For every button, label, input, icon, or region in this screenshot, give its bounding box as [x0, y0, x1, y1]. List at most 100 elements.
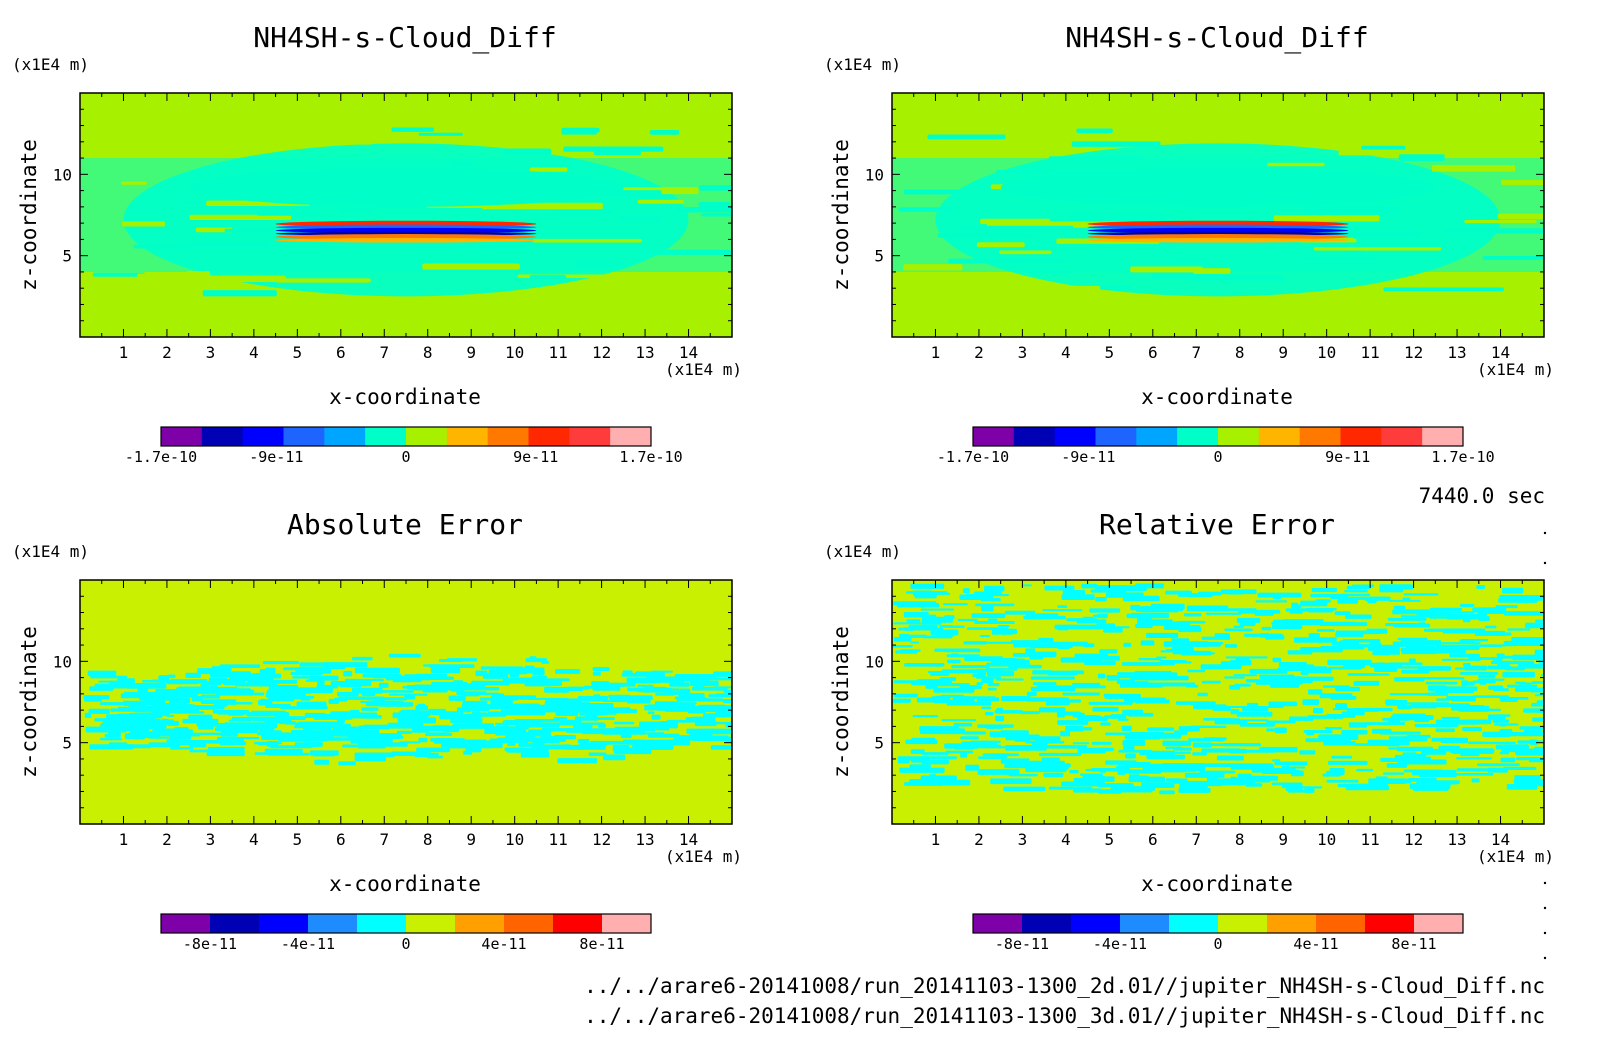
contour-speckle: [1255, 600, 1288, 603]
contour-speckle: [343, 670, 353, 677]
contour-speckle: [290, 671, 323, 676]
contour-stripe: [451, 161, 472, 167]
contour-speckle: [354, 752, 395, 758]
contour-speckle: [1387, 617, 1427, 621]
contour-speckle: [1105, 587, 1147, 592]
contour-speckle: [188, 714, 213, 721]
y-tick-label: 10: [53, 652, 72, 671]
contour-speckle: [1287, 650, 1313, 655]
contour-speckle: [1300, 670, 1309, 675]
contour-speckle: [1307, 715, 1344, 719]
contour-stripe: [1431, 164, 1516, 172]
colorbar-swatch: [161, 427, 203, 446]
x-tick-label: 9: [466, 343, 476, 362]
contour-speckle: [933, 687, 975, 693]
contour-speckle: [189, 743, 207, 748]
contour-speckle: [1135, 623, 1153, 629]
contour-speckle: [266, 740, 279, 747]
x-tick-label: 11: [1361, 830, 1380, 849]
contour-speckle: [939, 625, 953, 628]
contour-speckle: [1173, 730, 1188, 735]
contour-speckle: [554, 734, 576, 740]
contour-speckle: [971, 613, 1006, 619]
contour-speckle: [1171, 646, 1194, 651]
contour-speckle: [1032, 682, 1057, 686]
contour-speckle: [99, 724, 115, 727]
contour-speckle: [1461, 680, 1469, 687]
colorbar-swatch: [569, 427, 611, 446]
contour-speckle: [137, 687, 148, 693]
contour-speckle: [1100, 722, 1111, 726]
colorbar-swatch: [528, 427, 570, 446]
colorbar-swatch: [1136, 427, 1178, 446]
colorbar-swatch: [1381, 427, 1423, 446]
contour-speckle: [378, 682, 389, 688]
contour-speckle: [1462, 727, 1482, 732]
contour-stripe: [1361, 145, 1406, 150]
contour-speckle: [1025, 766, 1067, 773]
x-tick-label: 9: [1278, 343, 1288, 362]
contour-speckle: [984, 585, 1005, 592]
contour-speckle: [502, 677, 536, 684]
contour-speckle: [490, 695, 514, 699]
contour-speckle: [170, 679, 208, 682]
contour-speckle: [523, 739, 553, 743]
x-tick-label: 1: [931, 830, 941, 849]
contour-speckle: [1433, 611, 1475, 614]
contour-speckle: [1449, 748, 1495, 754]
contour-speckle: [1341, 729, 1368, 735]
contour-speckle: [1366, 628, 1388, 634]
contour-speckle: [1236, 711, 1273, 717]
contour-speckle: [84, 712, 92, 719]
contour-speckle: [1224, 676, 1245, 679]
contour-speckle: [1496, 653, 1505, 658]
contour-speckle: [1441, 716, 1460, 719]
colorbar-swatch: [1177, 427, 1219, 446]
contour-speckle: [1427, 685, 1447, 691]
contour-field: [80, 124, 732, 297]
contour-speckle: [176, 687, 212, 693]
contour-speckle: [985, 725, 1004, 729]
contour-speckle: [692, 681, 709, 686]
contour-speckle: [1092, 707, 1119, 712]
contour-stripe: [1068, 213, 1165, 220]
contour-stripe: [1345, 250, 1365, 256]
contour-stripe: [638, 124, 717, 130]
contour-speckle: [459, 685, 483, 689]
contour-speckle: [899, 633, 909, 639]
contour-speckle: [1287, 789, 1312, 793]
contour-speckle: [1373, 673, 1390, 676]
contour-speckle: [1326, 779, 1359, 783]
contour-stripe: [649, 130, 680, 135]
contour-speckle: [347, 734, 369, 741]
contour-speckle: [1229, 748, 1247, 754]
contour-speckle: [981, 706, 992, 710]
contour-stripe: [529, 167, 568, 172]
contour-speckle: [1183, 613, 1202, 617]
contour-speckle: [1403, 593, 1439, 596]
contour-speckle: [279, 736, 298, 739]
contour-speckle: [108, 742, 128, 748]
contour-speckle: [169, 697, 191, 704]
contour-speckle: [632, 744, 674, 751]
contour-speckle: [1062, 589, 1086, 596]
contour-speckle: [710, 745, 732, 750]
contour-speckle: [1245, 783, 1263, 787]
contour-speckle: [1515, 681, 1527, 685]
contour-speckle: [1039, 763, 1061, 767]
contour-speckle: [1257, 592, 1302, 598]
contour-speckle: [357, 742, 386, 749]
colorbar-swatch: [610, 427, 652, 446]
x-tick-label: 8: [423, 830, 433, 849]
contour-speckle: [694, 720, 717, 727]
colorbar-swatch: [1267, 914, 1317, 933]
contour-stripe: [699, 184, 732, 191]
contour-speckle: [339, 723, 351, 729]
contour-speckle: [1543, 743, 1544, 746]
x-axis-unit: (x1E4 m): [665, 847, 742, 866]
contour-stripe: [637, 199, 685, 204]
y-axis-label: z-coordinate: [829, 626, 853, 778]
contour-speckle: [612, 744, 630, 751]
contour-stripe: [1101, 285, 1132, 291]
contour-stripe: [903, 264, 963, 271]
